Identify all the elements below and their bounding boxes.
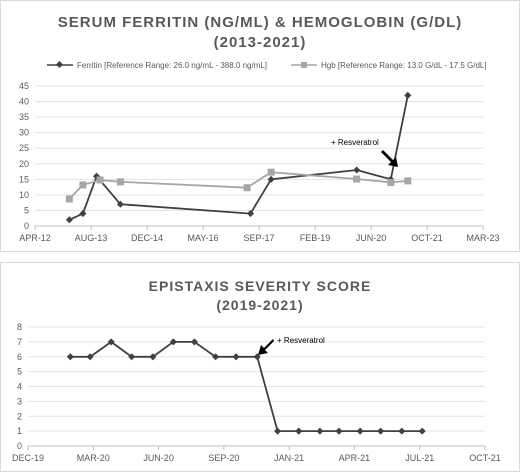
chart1-x-tick-labels: APR-12 AUG-13 DEC-14 MAY-16 SEP-17 FEB-19 JUN-… (19, 233, 499, 243)
g1-x-tick-label: OCT-21 (411, 233, 443, 243)
g1-series-1-point (243, 184, 251, 192)
g2-series-0-point (398, 427, 406, 435)
g1-x-tick-label: AUG-13 (75, 233, 108, 243)
g2-y-tick-label: 3 (17, 396, 22, 406)
g2-series-0-point (295, 427, 303, 435)
g2-y-tick-label: 8 (17, 322, 22, 332)
g1-series-1-point (404, 177, 412, 185)
legend-ferritin-label: Ferritin [Reference Range: 26.0 ng/mL - … (77, 61, 267, 70)
g1-series-1-point (96, 176, 104, 184)
g2-series-0-point (232, 353, 240, 361)
g2-y-tick-label: 4 (17, 382, 22, 392)
chart2-y-tick-labels: 0 1 2 3 4 5 6 7 8 (17, 322, 22, 451)
g1-x-tick-label: APR-12 (19, 233, 51, 243)
g2-y-tick-label: 1 (17, 426, 22, 436)
g2-x-tick-label: SEP-20 (208, 453, 239, 463)
g1-x-tick-label: SEP-17 (243, 233, 274, 243)
chart2-title-line1: EPISTAXIS SEVERITY SCORE (149, 278, 372, 294)
g1-series-1-point (267, 168, 275, 176)
g2-x-tick-label: JAN-21 (274, 453, 304, 463)
chart1-annotation-label: + Resveratrol (331, 138, 379, 147)
chart1-annotation-arrow-icon (381, 150, 398, 167)
epistaxis-chart: EPISTAXIS SEVERITY SCORE (2019-2021) 0 1 2… (12, 278, 501, 463)
g1-y-tick-label: 10 (19, 190, 29, 200)
g2-series-0-point (169, 338, 177, 346)
g1-series-1-point (353, 175, 361, 183)
legend-hgb-label: Hgb [Reference Range: 13.0 G/dL - 17.5 G… (321, 61, 487, 70)
g1-y-tick-label: 15 (19, 174, 29, 184)
g2-y-tick-label: 0 (17, 441, 22, 451)
g2-x-tick-label: JUN-20 (143, 453, 174, 463)
g2-series-0-point (66, 353, 74, 361)
g2-series-0-point (316, 427, 324, 435)
g1-y-tick-label: 5 (24, 205, 29, 215)
g2-series-0-point (212, 353, 220, 361)
g1-y-tick-label: 45 (19, 81, 29, 91)
g2-series-0-point (377, 427, 385, 435)
chart1-title-line2: (2013-2021) (214, 34, 307, 51)
g2-y-tick-label: 2 (17, 411, 22, 421)
g2-x-tick-label: DEC-19 (12, 453, 44, 463)
g2-x-tick-label: APR-21 (339, 453, 371, 463)
g1-y-tick-label: 25 (19, 143, 29, 153)
g1-x-tick-label: JUN-20 (356, 233, 387, 243)
chart1-gridlines (34, 85, 484, 230)
g1-series-1-point (116, 178, 124, 186)
chart1-annotation: + Resveratrol (331, 138, 398, 167)
g1-x-tick-label: FEB-19 (300, 233, 331, 243)
g2-y-tick-label: 5 (17, 367, 22, 377)
chart2-annotation: + Resveratrol (258, 336, 325, 355)
chart2-title-line2: (2019-2021) (216, 297, 303, 313)
g1-x-tick-label: DEC-14 (131, 233, 163, 243)
g1-series-1-point (387, 178, 395, 186)
g1-y-tick-label: 0 (24, 221, 29, 231)
g1-series-0-point (404, 91, 412, 99)
g2-series-0-point (190, 338, 198, 346)
chart2-annotation-arrow-icon (258, 339, 274, 355)
g1-series-0-point (79, 210, 87, 218)
g1-x-tick-label: MAY-16 (187, 233, 218, 243)
g2-y-tick-label: 6 (17, 352, 22, 362)
g2-series-0-point (107, 338, 115, 346)
chart1-y-tick-labels: 0 5 10 15 20 25 30 35 40 45 (19, 81, 29, 231)
ferritin-hemoglobin-chart: SERUM FERRITIN (NG/ML) & HEMOGLOBIN (G/D… (19, 14, 500, 243)
g1-series-0-point (353, 166, 361, 174)
g1-y-tick-label: 20 (19, 159, 29, 169)
g1-series-0-point (65, 216, 73, 224)
chart1-title-line1: SERUM FERRITIN (NG/ML) & HEMOGLOBIN (G/D… (58, 14, 462, 31)
ferritin-hemoglobin-chart-panel: SERUM FERRITIN (NG/ML) & HEMOGLOBIN (G/D… (0, 0, 520, 252)
g1-y-tick-label: 30 (19, 128, 29, 138)
g2-series-0-point (274, 427, 282, 435)
g1-y-tick-label: 40 (19, 97, 29, 107)
epistaxis-chart-panel: EPISTAXIS SEVERITY SCORE (2019-2021) 0 1 2… (0, 262, 520, 472)
chart1-legend: Ferritin [Reference Range: 26.0 ng/mL - … (47, 60, 487, 70)
g1-x-tick-label: MAR-23 (466, 233, 499, 243)
g1-y-tick-label: 35 (19, 112, 29, 122)
g1-series-1-point (79, 181, 87, 189)
legend-hgb-marker (301, 62, 307, 68)
legend-ferritin-marker (55, 60, 64, 69)
g2-series-0-point (335, 427, 343, 435)
g2-series-0-point (356, 427, 364, 435)
g2-series-0-point (128, 353, 136, 361)
g2-x-tick-label: OCT-21 (469, 453, 501, 463)
chart2-annotation-label: + Resveratrol (277, 336, 325, 345)
g2-x-tick-label: JUL-21 (405, 453, 434, 463)
g2-y-tick-label: 7 (17, 337, 22, 347)
g2-x-tick-label: MAR-20 (77, 453, 110, 463)
g2-series-0-point (418, 427, 426, 435)
g1-series-0-point (246, 210, 255, 218)
chart2-x-tick-labels: DEC-19 MAR-20 JUN-20 SEP-20 JAN-21 APR-21 JUL-… (12, 453, 501, 463)
g1-series-1-point (65, 195, 73, 203)
chart1-series (65, 91, 412, 224)
